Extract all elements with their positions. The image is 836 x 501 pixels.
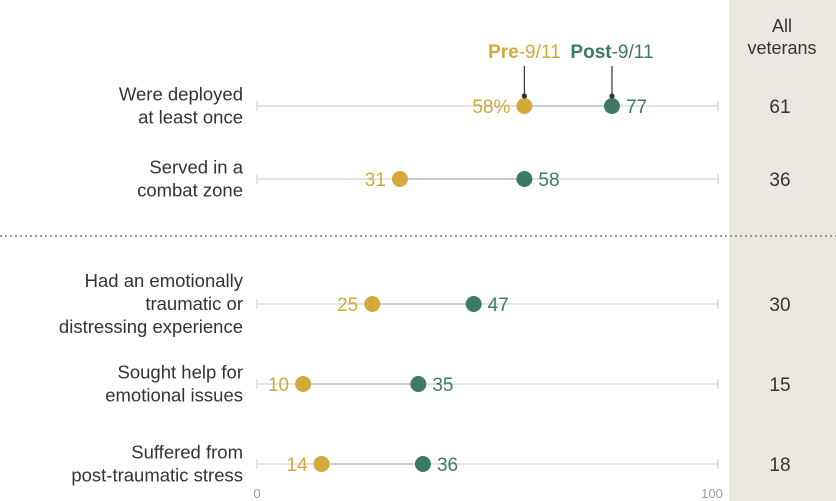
all-veterans-value: 36 (769, 170, 790, 191)
post-911-legend: Post-9/11 (570, 42, 653, 63)
pre-911-value-label: 25 (337, 295, 358, 316)
post-911-dot (516, 171, 533, 187)
post-911-legend-pointer-dot (609, 93, 615, 99)
all-veterans-value: 18 (769, 455, 790, 476)
all-veterans-column-bg (729, 0, 836, 501)
all-veterans-value: 15 (769, 375, 790, 396)
post-911-value-label: 58 (538, 170, 559, 191)
pre-911-value-label: 31 (365, 170, 386, 191)
row-label: traumatic or (145, 293, 243, 314)
row-label: emotional issues (105, 385, 243, 406)
row-label: Had an emotionally (85, 270, 244, 291)
pre-911-dot (364, 296, 381, 312)
pre-911-dot (313, 456, 330, 472)
pre-911-value-label: 10 (268, 375, 289, 396)
row-label: Suffered from (131, 442, 243, 463)
post-911-value-label: 36 (437, 455, 458, 476)
pre-911-dot (516, 98, 533, 114)
post-911-value-label: 47 (488, 295, 509, 316)
post-911-dot (465, 296, 482, 312)
post-911-legend-rest: -9/11 (612, 42, 654, 63)
post-911-value-label: 35 (432, 375, 453, 396)
all-veterans-header: veterans (747, 38, 816, 58)
post-911-dot (410, 376, 427, 392)
row-label: Were deployed (119, 84, 243, 105)
row-label: Served in a (149, 157, 243, 178)
row-label: combat zone (137, 180, 243, 201)
row-label: distressing experience (59, 316, 243, 337)
all-veterans-header: All (772, 16, 792, 36)
post-911-dot (603, 98, 620, 114)
post-911-value-label: 77 (626, 97, 647, 118)
row-label: post-traumatic stress (71, 465, 243, 486)
pre-911-legend: Pre-9/11 (488, 42, 561, 63)
pre-911-legend-pointer-dot (521, 93, 527, 99)
pre-911-value-label: 58% (472, 97, 510, 118)
row-label: Sought help for (118, 362, 243, 383)
x-tick-label: 0 (253, 486, 260, 501)
all-veterans-value: 61 (769, 97, 790, 118)
pre-911-legend-bold: Pre (488, 42, 519, 63)
pre-911-value-label: 14 (286, 455, 308, 476)
post-911-legend-bold: Post (570, 42, 612, 63)
all-veterans-value: 30 (769, 295, 790, 316)
post-911-dot (414, 456, 431, 472)
pre-911-dot (391, 171, 408, 187)
x-tick-label: 100 (701, 486, 723, 501)
pre-911-legend-rest: -9/11 (519, 42, 561, 63)
pre-911-dot (295, 376, 312, 392)
row-label: at least once (138, 107, 243, 128)
